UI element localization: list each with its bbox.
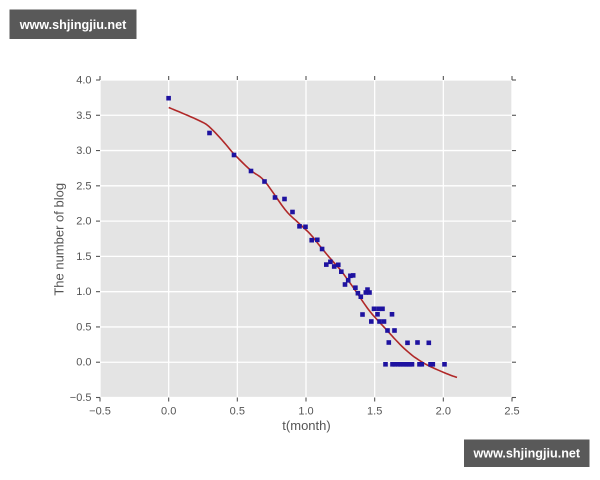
svg-text:1.5: 1.5 — [367, 406, 382, 418]
svg-text:The number of blog: The number of blog — [51, 183, 66, 296]
svg-text:3.5: 3.5 — [76, 110, 91, 122]
svg-text:0.0: 0.0 — [76, 357, 91, 369]
svg-text:2.0: 2.0 — [76, 216, 91, 228]
svg-text:2.5: 2.5 — [504, 406, 519, 418]
svg-text:0.5: 0.5 — [76, 321, 91, 333]
svg-text:1.5: 1.5 — [76, 251, 91, 263]
svg-text:4.0: 4.0 — [76, 75, 91, 87]
svg-text:1.0: 1.0 — [76, 286, 91, 298]
svg-text:t(month): t(month) — [282, 418, 330, 433]
svg-text:0.0: 0.0 — [161, 406, 176, 418]
svg-text:www.shjingjiu.net: www.shjingjiu.net — [473, 447, 581, 461]
svg-text:−0.5: −0.5 — [89, 406, 111, 418]
svg-text:2.5: 2.5 — [76, 180, 91, 192]
svg-text:2.0: 2.0 — [436, 406, 451, 418]
svg-text:1.0: 1.0 — [298, 406, 313, 418]
svg-text:3.0: 3.0 — [76, 145, 91, 157]
svg-text:0.5: 0.5 — [230, 406, 245, 418]
svg-text:www.shjingjiu.net: www.shjingjiu.net — [19, 18, 127, 32]
svg-text:−0.5: −0.5 — [70, 392, 92, 404]
